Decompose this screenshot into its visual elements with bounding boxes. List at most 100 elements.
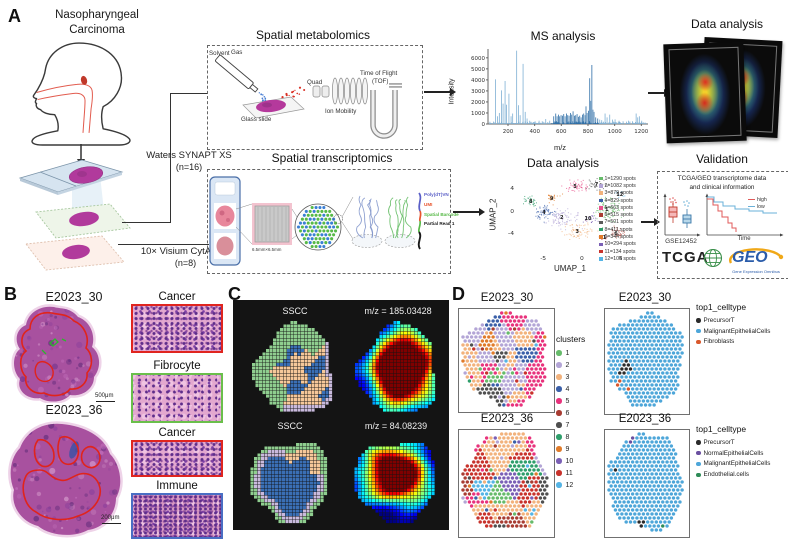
ion-heatmap-2 [350,435,442,525]
waters-note: Waters SYNAPT XS (n=16) [128,150,250,173]
umap-scatter-chart [500,170,645,264]
km-curve-low [707,196,777,214]
zoom-line-5 [341,196,354,218]
umap-legend-row: 7=501 spots [599,219,636,226]
km-legend-row: low [748,203,767,210]
tissue-on-green-plane [69,211,99,227]
histology-inset-label: Immune [156,480,198,492]
sscc-segmentation-map-2 [246,435,334,525]
boxplot-sketch [663,193,701,237]
gas-label: Gas [231,49,242,56]
clusters-legend-row: 4 [556,383,585,395]
umap-legend-label: 10=294 spots [604,241,636,248]
cluster-swatch [556,446,562,452]
umap-legend-swatch [599,242,603,247]
tumor-spot [80,75,88,85]
spot-ellipse-1 [351,234,383,248]
tissue-section-1-texture [219,210,225,216]
histology-inset-image [131,304,223,353]
read-segment-umi [418,210,422,222]
validation-title: Validation [696,152,748,166]
mz-label-1: m/z = 185.03428 [364,306,432,316]
histology-inset: Immune [131,480,223,539]
cluster-swatch [556,434,562,440]
umap-legend-swatch [599,176,603,181]
ms-ylabel: Intensity [448,78,456,105]
d-map4-label: E2023_36 [618,413,672,425]
tumor-annotation-outlines-2 [22,435,102,521]
ms-spectrum-chart [462,44,654,140]
celltype-label: NormalEpithelialCells [703,449,764,457]
umap-legend-label: 6=515 spots [604,212,633,219]
scale-bar-500 [96,401,115,403]
cluster-id: 10 [565,457,574,465]
umap-legend-row: 1=1290 spots [599,175,636,182]
condition-line1: Nasopharyngeal [55,9,139,21]
waters-line2: (n=16) [175,161,203,172]
tissue-texture-speckles-1 [15,306,100,402]
umap-legend-swatch [599,213,603,217]
cluster-id: 12 [565,481,574,489]
cluster-id: 7 [565,421,570,429]
umap-legend-swatch [599,257,603,261]
celltype-swatch [696,440,701,445]
connector-from-slide [122,222,171,224]
sscc-segmentation-map-1 [251,320,339,415]
geo-logo-text: GEO [732,249,768,266]
cluster-id: 8 [565,433,570,441]
umap-legend-swatch [599,220,603,225]
ms-xlabel: m/z [553,143,567,152]
celltype-legend-row: PrecursorT [696,315,770,326]
quad-cylinder-1 [312,85,321,98]
umap-legend: 1=1290 spots 2=1082 spots 3=879 spots 4=… [599,175,636,263]
umap-legend-row: 10=294 spots [599,241,636,248]
clusters-legend: clusters 1 2 3 [556,334,585,491]
celltype-legend-row: Endothelial.cells [696,469,770,480]
cluster-id: 6 [565,409,570,417]
umap-xlabel: UMAP_1 [553,264,586,273]
celltype-legend-row: PrecursorT [696,437,770,448]
clusters-legend-row: 5 [556,395,585,407]
umap-legend-row: 4=829 spots [599,197,636,204]
tof-label-line1: Time of Flight [360,70,398,77]
umap-legend-label: 1=1290 spots [604,175,636,182]
head-silhouette-diagram [31,42,131,146]
umap-legend-row: 9=344 spots [599,233,636,240]
clusters-legend-row: 12 [556,479,585,491]
cluster-swatch [556,350,562,356]
umap-legend-swatch [599,198,603,203]
celltype-swatch [696,328,701,334]
km-legend-label: high [757,196,767,203]
umap-legend-row: 2=1082 spots [599,182,636,189]
survival-curve-sketch [705,193,784,237]
connector-vertical [170,93,172,223]
clusters-legend-title: clusters [556,334,586,344]
celltype-label: Endothelial.cells [703,471,750,479]
transcriptomics-title: Spatial transcriptomics [271,151,393,165]
celltype1-legend: top1_celltype PrecursorT MalignantEpithe… [696,302,770,347]
clusters-legend-row: 3 [556,371,585,383]
sample1-label: E2023_30 [45,290,103,304]
waters-line1: Waters SYNAPT XS [146,150,232,161]
tumor-annotation-outline-1 [19,311,93,397]
boxplot-jitter-blue [683,200,690,207]
arrow-umap-to-validation [641,218,660,225]
arrow-metabolomics-to-ms [424,88,456,95]
zoom-line-3 [291,208,298,218]
transcriptomics-box [207,169,451,274]
umap-legend-row: 11=134 spots [599,248,636,255]
histology-inset-label: Fibrocyte [153,360,201,372]
km-legend: high low [748,196,767,210]
geo-logo-subtext: Gene Expression Omnibus [732,269,780,274]
probe-strands-blue [356,195,379,239]
cluster-swatch [556,398,562,404]
cluster-swatch [556,422,562,428]
histology-inset: Cancer [131,427,223,477]
metabolomics-box [207,45,423,150]
cluster-swatch [556,374,562,380]
msi-heatmap-front [663,41,747,144]
umap-title: Data analysis [526,156,600,170]
airway-upper-line [36,83,94,133]
clusters-legend-row: 6 [556,407,585,419]
umap-legend-label: 2=1082 spots [604,182,636,189]
